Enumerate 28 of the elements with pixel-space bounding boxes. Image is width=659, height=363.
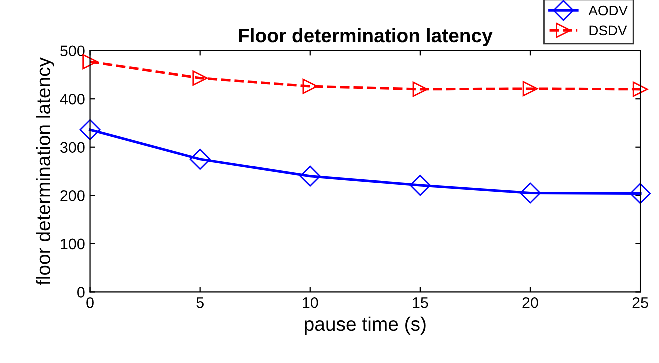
y-tick-label: 300 <box>60 142 85 154</box>
point <box>300 166 321 187</box>
y-tick-label: 400 <box>60 94 85 105</box>
legend-label: DSDV <box>590 26 628 36</box>
point <box>302 78 318 94</box>
point <box>522 81 538 97</box>
x-tick-label: 10 <box>303 297 318 308</box>
point <box>410 175 431 196</box>
x-axis-title: pause time (s) <box>305 316 426 335</box>
point <box>630 183 652 204</box>
y-tick-label: 200 <box>60 190 85 202</box>
x-tick-label: 0 <box>86 297 94 308</box>
x-tick-label: 15 <box>413 298 428 308</box>
x-tick-label: 5 <box>196 298 204 308</box>
point <box>632 82 648 98</box>
y-tick-label: 500 <box>60 46 85 57</box>
y-tick-label: 100 <box>61 238 85 250</box>
y-tick-label: 0 <box>78 287 85 298</box>
point <box>190 148 211 170</box>
point <box>412 82 428 98</box>
legend-label: AODV <box>588 6 628 16</box>
x-tick-label: 20 <box>522 297 538 308</box>
x-tick-label: 25 <box>632 297 648 308</box>
point <box>80 119 101 141</box>
point <box>520 182 542 204</box>
y-axis-title: floor determination latency <box>36 58 54 286</box>
point <box>192 70 208 86</box>
chart-title: Floor determination latency <box>239 28 493 47</box>
